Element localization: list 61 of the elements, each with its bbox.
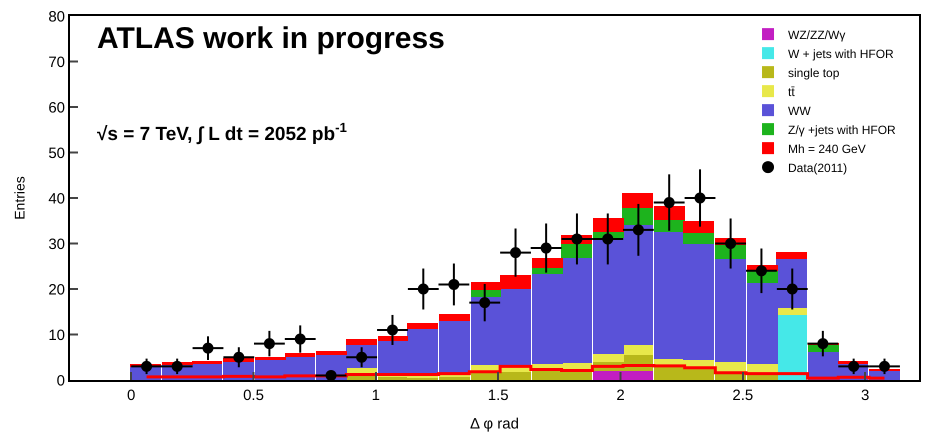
point — [418, 284, 429, 294]
x-tick-label: 1 — [372, 387, 380, 404]
point — [725, 238, 736, 249]
y-tick-label: 70 — [48, 54, 65, 71]
point — [233, 352, 244, 363]
bar — [439, 314, 470, 321]
point — [294, 334, 306, 345]
legend-label: WW — [788, 104, 812, 118]
y-tick-label: 30 — [48, 236, 65, 253]
point — [879, 360, 890, 372]
bar — [532, 258, 563, 268]
bar — [683, 233, 714, 244]
point — [571, 233, 582, 244]
point — [386, 324, 398, 336]
point — [448, 278, 460, 290]
bar — [776, 308, 807, 315]
x-tick-label: 2.5 — [732, 387, 754, 404]
bar — [561, 244, 592, 258]
legend-label: Z/γ +jets with HFOR — [788, 122, 896, 137]
point — [510, 247, 522, 258]
point — [172, 360, 183, 372]
y-tick-label: 80 — [48, 8, 65, 26]
point — [786, 284, 798, 294]
bar — [593, 218, 624, 232]
point — [479, 297, 490, 308]
x-tick-label: 2 — [616, 387, 625, 404]
legend-label: W + jets with HFOR — [788, 46, 894, 61]
y-tick-label: 60 — [48, 99, 65, 116]
x-tick-label: 3 — [861, 387, 870, 404]
bar — [471, 290, 501, 297]
point — [540, 242, 552, 254]
y-tick-label: 10 — [48, 326, 65, 344]
bar — [407, 323, 438, 329]
point — [326, 370, 337, 380]
point — [632, 224, 644, 236]
legend-label: tt̄ — [788, 84, 796, 99]
point — [264, 338, 275, 350]
y-tick-label: 20 — [48, 281, 65, 298]
bar — [532, 268, 563, 274]
x-tick-label: 0.5 — [243, 387, 264, 404]
legend-label: Mh = 240 GeV — [788, 142, 866, 156]
x-tick-label: 1.5 — [488, 387, 509, 404]
y-axis-title: Entries — [11, 176, 28, 220]
annotation: ATLAS work in progress — [97, 22, 445, 55]
y-tick-label: 40 — [48, 190, 65, 208]
x-tick-label: 0 — [127, 387, 136, 404]
legend-label: single top — [788, 66, 840, 80]
point — [664, 197, 675, 208]
point — [141, 360, 152, 372]
bar — [776, 252, 807, 259]
point — [756, 265, 767, 276]
legend-label: WZ/ZZ/Wγ — [788, 28, 846, 42]
point — [817, 338, 828, 350]
legend-label: Data(2011) — [788, 160, 848, 175]
point — [602, 233, 614, 244]
annotation: √s = 7 TeV, ∫ L dt = 2052 pb$^{-1}$ — [97, 120, 348, 145]
point — [202, 342, 214, 354]
y-tick-label: 0 — [56, 372, 65, 390]
point — [694, 192, 706, 204]
y-tick-label: 50 — [48, 144, 65, 162]
x-axis-title: Δ φ rad — [470, 416, 519, 432]
